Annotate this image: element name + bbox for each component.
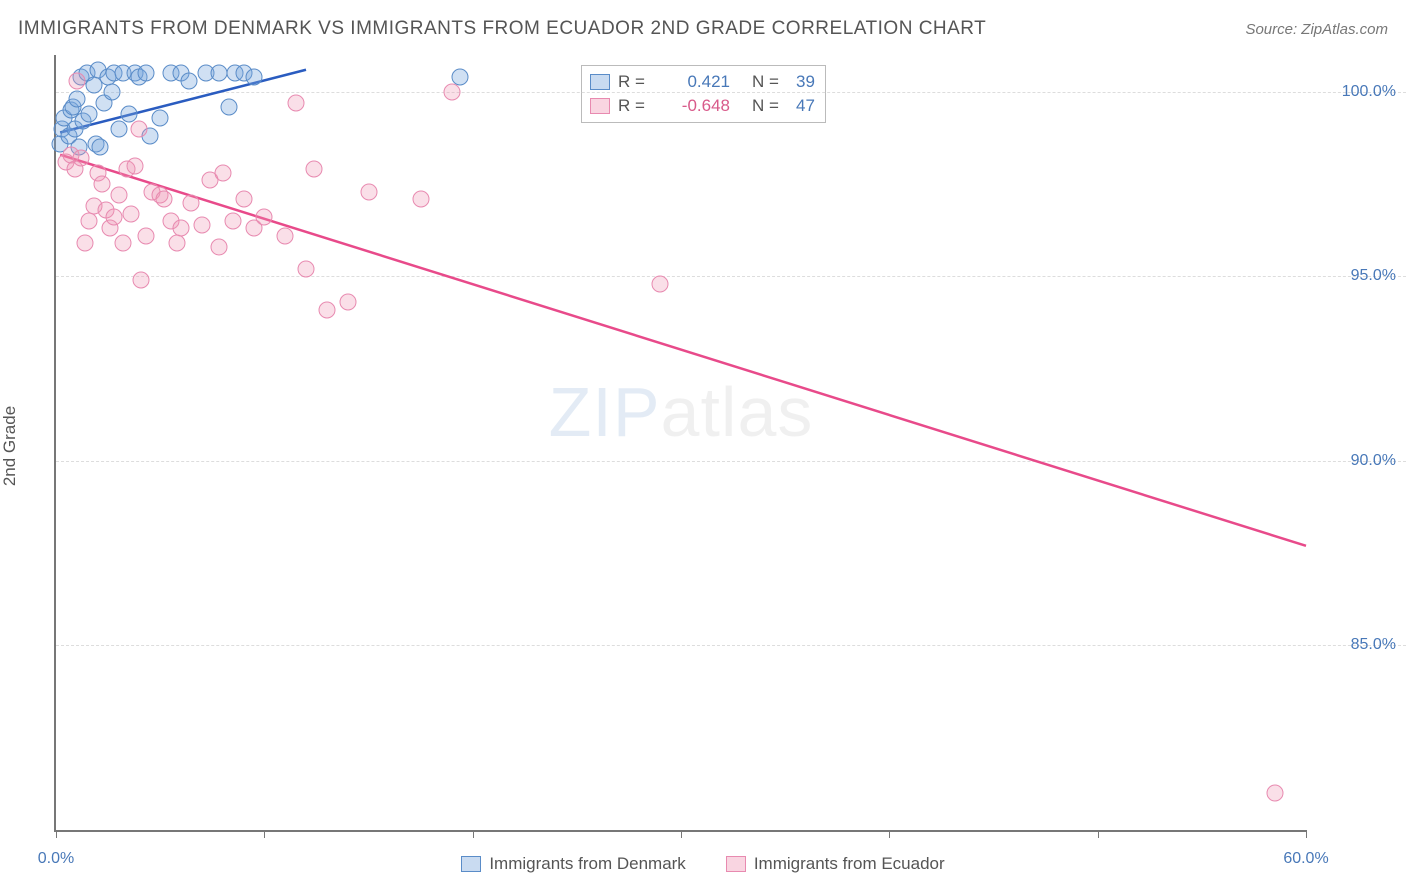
chart-title: IMMIGRANTS FROM DENMARK VS IMMIGRANTS FR… bbox=[18, 18, 986, 40]
data-point bbox=[123, 205, 140, 222]
chart-header: IMMIGRANTS FROM DENMARK VS IMMIGRANTS FR… bbox=[0, 0, 1406, 48]
data-point bbox=[68, 72, 85, 89]
data-point bbox=[214, 165, 231, 182]
data-point bbox=[120, 106, 137, 123]
y-tick-label: 90.0% bbox=[1316, 452, 1396, 470]
data-point bbox=[77, 235, 94, 252]
data-point bbox=[137, 65, 154, 82]
data-point bbox=[133, 272, 150, 289]
data-point bbox=[412, 190, 429, 207]
data-point bbox=[110, 120, 127, 137]
data-point bbox=[110, 187, 127, 204]
data-point bbox=[168, 235, 185, 252]
data-point bbox=[1266, 785, 1283, 802]
data-point bbox=[225, 213, 242, 230]
plot-area: ZIPatlas R =0.421N =39R =-0.648N =47 85.… bbox=[54, 55, 1306, 832]
y-tick-label: 85.0% bbox=[1316, 636, 1396, 654]
x-tick bbox=[681, 830, 682, 838]
data-point bbox=[152, 109, 169, 126]
legend-label: Immigrants from Denmark bbox=[489, 854, 685, 874]
data-point bbox=[245, 69, 262, 86]
data-point bbox=[137, 227, 154, 244]
data-point bbox=[81, 106, 98, 123]
data-point bbox=[235, 190, 252, 207]
series-legend: Immigrants from Denmark Immigrants from E… bbox=[0, 854, 1406, 874]
data-point bbox=[193, 216, 210, 233]
data-point bbox=[287, 94, 304, 111]
data-point bbox=[318, 301, 335, 318]
y-axis-label: 2nd Grade bbox=[0, 406, 20, 486]
chart-area: ZIPatlas R =0.421N =39R =-0.648N =47 85.… bbox=[54, 55, 1306, 832]
data-point bbox=[104, 83, 121, 100]
data-point bbox=[652, 275, 669, 292]
legend-item: Immigrants from Denmark bbox=[461, 854, 685, 874]
x-tick bbox=[473, 830, 474, 838]
data-point bbox=[93, 176, 110, 193]
y-tick-label: 100.0% bbox=[1316, 83, 1396, 101]
data-point bbox=[306, 161, 323, 178]
data-point bbox=[68, 91, 85, 108]
data-point bbox=[220, 98, 237, 115]
data-point bbox=[127, 157, 144, 174]
data-point bbox=[339, 294, 356, 311]
data-point bbox=[173, 220, 190, 237]
data-point bbox=[210, 65, 227, 82]
x-tick bbox=[56, 830, 57, 838]
legend-label: Immigrants from Ecuador bbox=[754, 854, 945, 874]
trendlines bbox=[56, 55, 1306, 830]
data-point bbox=[73, 150, 90, 167]
data-point bbox=[81, 213, 98, 230]
legend-swatch bbox=[726, 856, 746, 872]
data-point bbox=[256, 209, 273, 226]
source-label: Source: ZipAtlas.com bbox=[1245, 21, 1388, 38]
x-tick bbox=[1306, 830, 1307, 838]
data-point bbox=[360, 183, 377, 200]
data-point bbox=[156, 190, 173, 207]
legend-item: Immigrants from Ecuador bbox=[726, 854, 945, 874]
data-point bbox=[91, 139, 108, 156]
data-point bbox=[443, 83, 460, 100]
data-point bbox=[298, 261, 315, 278]
x-tick bbox=[889, 830, 890, 838]
data-point bbox=[106, 209, 123, 226]
legend-swatch bbox=[461, 856, 481, 872]
y-tick-label: 95.0% bbox=[1316, 267, 1396, 285]
data-point bbox=[114, 235, 131, 252]
data-point bbox=[210, 238, 227, 255]
data-point bbox=[183, 194, 200, 211]
data-point bbox=[181, 72, 198, 89]
x-tick bbox=[1098, 830, 1099, 838]
x-tick bbox=[264, 830, 265, 838]
data-point bbox=[277, 227, 294, 244]
data-point bbox=[131, 120, 148, 137]
